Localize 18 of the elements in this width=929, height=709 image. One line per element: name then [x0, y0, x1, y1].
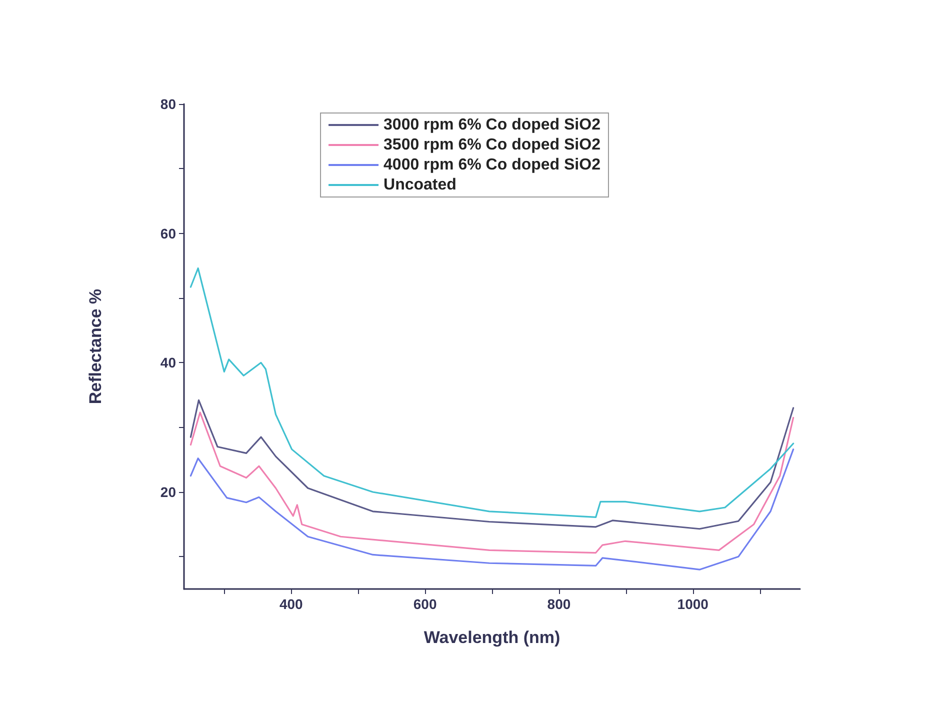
line-series: [190, 412, 794, 554]
x-tick-label: 400: [279, 596, 304, 612]
line-series: [190, 448, 794, 570]
y-tick-label: 80: [160, 96, 176, 112]
line-series: [190, 399, 794, 530]
legend-label: Uncoated: [384, 176, 456, 194]
legend-label: 4000 rpm 6% Co doped SiO2: [384, 156, 601, 174]
y-tick-label: 60: [160, 225, 176, 242]
y-tick-label: 40: [160, 354, 176, 371]
legend-label: 3000 rpm 6% Co doped SiO2: [384, 116, 601, 134]
x-tick-label: 600: [413, 596, 437, 612]
y-tick-label: 20: [160, 484, 176, 500]
x-axis-title: Wavelength (nm): [424, 628, 560, 647]
legend-label: 3500 rpm 6% Co doped SiO2: [384, 136, 601, 154]
line-series: [190, 267, 794, 518]
y-axis-title: Reflectance %: [86, 288, 105, 404]
x-tick-label: 1000: [677, 596, 709, 612]
x-tick-label: 800: [547, 596, 571, 612]
